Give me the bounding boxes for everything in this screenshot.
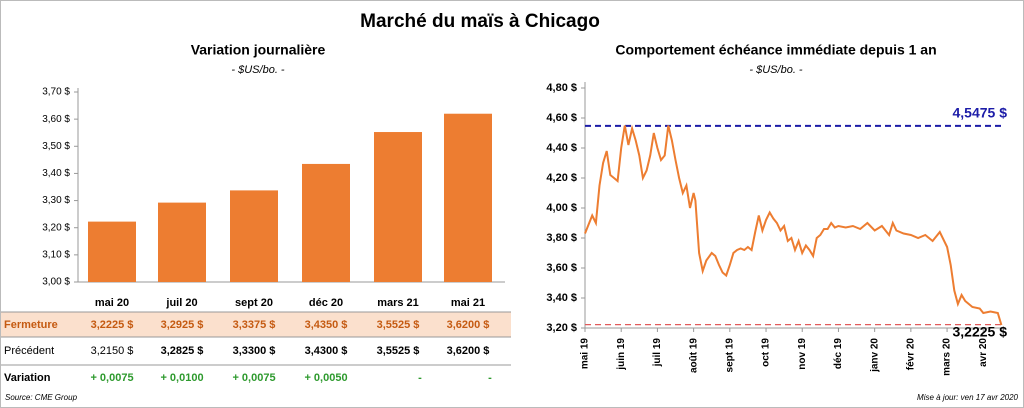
- x-tick-label: déc 19: [833, 338, 844, 370]
- reference-label: 3,2225 $: [953, 323, 1008, 339]
- x-tick-label: mai 20: [95, 297, 129, 309]
- table-cell: 3,6200 $: [447, 345, 490, 357]
- bar: [230, 190, 278, 282]
- bar: [302, 163, 350, 282]
- table-cell: 3,3300 $: [233, 345, 276, 357]
- row-label: Précédent: [4, 345, 54, 357]
- x-tick-label: nov 19: [797, 338, 808, 370]
- y-tick-label: 4,40 $: [546, 142, 577, 154]
- table-cell: 3,3375 $: [233, 319, 276, 331]
- x-tick-label: juil 20: [165, 297, 197, 309]
- bar: [374, 132, 422, 282]
- y-tick-label: 3,60 $: [42, 114, 70, 125]
- table-cell: + 0,0050: [304, 372, 347, 384]
- y-tick-label: 4,60 $: [546, 112, 577, 124]
- x-tick-label: juin 19: [616, 338, 627, 371]
- x-tick-label: janv 20: [869, 338, 880, 373]
- table-cell: -: [488, 372, 492, 384]
- table-cell: 3,6200 $: [447, 319, 490, 331]
- x-tick-label: août 19: [688, 338, 699, 373]
- y-tick-label: 3,20 $: [42, 222, 70, 233]
- table-cell: 3,5525 $: [377, 345, 420, 357]
- table-cell: 3,2150 $: [91, 345, 134, 357]
- y-tick-label: 3,20 $: [546, 322, 577, 334]
- x-tick-label: sept 20: [235, 297, 273, 309]
- y-tick-label: 3,30 $: [42, 195, 70, 206]
- row-highlight: [1, 312, 511, 337]
- table-cell: 3,4350 $: [305, 319, 348, 331]
- source: Source: CME Group: [5, 393, 78, 402]
- row-label: Fermeture: [4, 319, 58, 331]
- table-cell: -: [418, 372, 422, 384]
- y-tick-label: 3,40 $: [546, 292, 577, 304]
- price-line: [584, 124, 1003, 326]
- x-tick-label: juil 19: [652, 338, 663, 368]
- page-title: Marché du maïs à Chicago: [360, 11, 600, 32]
- x-tick-label: mai 21: [451, 297, 485, 309]
- table-cell: + 0,0100: [160, 372, 203, 384]
- bar: [444, 113, 492, 282]
- x-tick-label: avr 20: [978, 338, 989, 367]
- y-tick-label: 3,40 $: [42, 168, 70, 179]
- table-cell: + 0,0075: [90, 372, 133, 384]
- row-label: Variation: [4, 372, 51, 384]
- x-tick-label: déc 20: [309, 297, 343, 309]
- y-tick-label: 4,00 $: [546, 202, 577, 214]
- y-tick-label: 3,60 $: [546, 262, 577, 274]
- chart-title: Comportement échéance immédiate depuis 1…: [615, 42, 936, 58]
- table-cell: 3,2925 $: [161, 319, 204, 331]
- x-tick-label: sept 19: [724, 338, 735, 373]
- updated: Mise à jour: ven 17 avr 2020: [917, 393, 1018, 402]
- chart-subtitle: - $US/bo. -: [749, 64, 803, 76]
- bar: [158, 202, 206, 282]
- y-tick-label: 3,80 $: [546, 232, 577, 244]
- table-cell: 3,4300 $: [305, 345, 348, 357]
- x-tick-label: mars 20: [942, 338, 953, 376]
- x-tick-label: févr 20: [906, 338, 917, 371]
- x-tick-label: mars 21: [377, 297, 419, 309]
- y-tick-label: 3,50 $: [42, 141, 70, 152]
- table-cell: 3,2225 $: [91, 319, 134, 331]
- x-tick-label: mai 19: [580, 338, 591, 370]
- chart-subtitle: - $US/bo. -: [231, 64, 285, 76]
- x-tick-label: oct 19: [761, 338, 772, 367]
- y-tick-label: 3,70 $: [42, 87, 70, 98]
- table-cell: 3,2825 $: [161, 345, 204, 357]
- y-tick-label: 3,10 $: [42, 249, 70, 260]
- reference-label: 4,5475 $: [953, 105, 1008, 121]
- bar: [88, 221, 136, 282]
- y-tick-label: 3,00 $: [42, 277, 70, 288]
- y-tick-label: 4,20 $: [546, 172, 577, 184]
- table-cell: 3,5525 $: [377, 319, 420, 331]
- table-cell: + 0,0075: [232, 372, 275, 384]
- y-tick-label: 4,80 $: [546, 82, 577, 94]
- chart-title: Variation journalière: [191, 42, 326, 58]
